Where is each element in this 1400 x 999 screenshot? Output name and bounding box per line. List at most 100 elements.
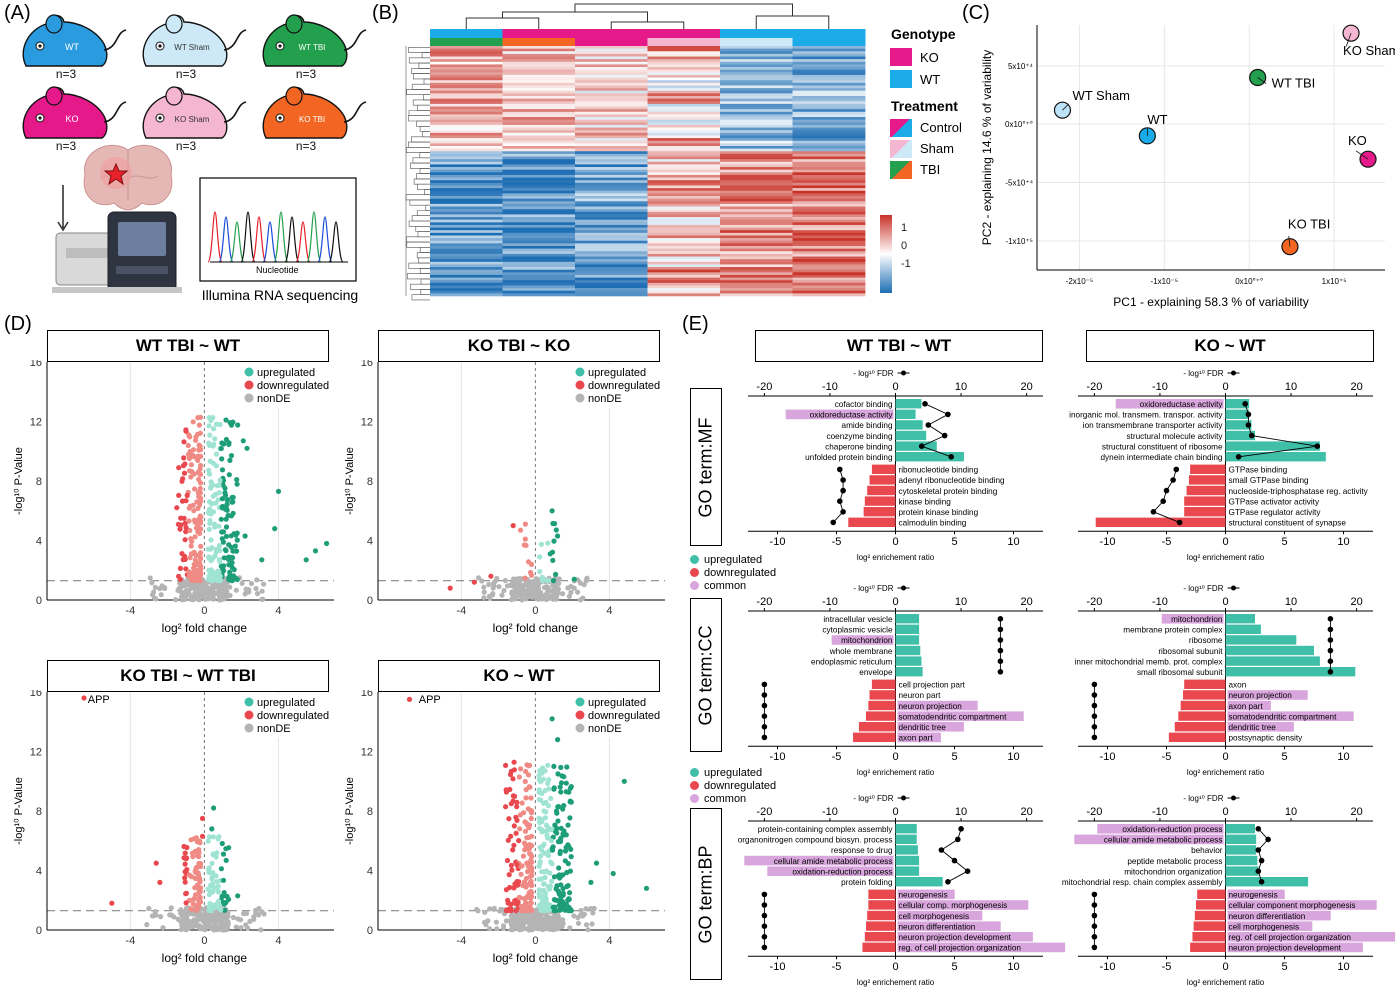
heatmap-cell [647, 90, 721, 94]
heatmap-cell [575, 188, 648, 192]
go-term-label: inorganic mol. transmem. transpor. activ… [1069, 411, 1223, 420]
upregulated-point [219, 504, 225, 510]
fdr-point [951, 857, 958, 864]
upregulated-point [206, 866, 212, 872]
legend-swatch [890, 70, 912, 88]
genotype-annotation-cell [792, 29, 866, 38]
downregulated-point [182, 850, 188, 856]
treatment-annotation-cell [430, 38, 503, 46]
heatmap-cell [430, 140, 503, 144]
heatmap-cell [430, 285, 503, 289]
fdr-legend-marker [901, 370, 906, 376]
upregulated-point [547, 883, 553, 889]
fdr-point [997, 626, 1004, 633]
heatmap-cell [575, 153, 648, 157]
upregulated-point [234, 481, 240, 487]
upregulated-point [552, 521, 558, 527]
downregulated-point [510, 523, 516, 529]
upregulated-point [621, 778, 627, 784]
treatment-annotation-cell [792, 38, 866, 46]
heatmap-cell [430, 193, 503, 197]
legend-label: upregulated [588, 367, 646, 379]
pca-plot: -2x10⁻⁵ -1x10⁻⁵ 0x10°⁺° 1x10⁺⁵5x10⁺⁴0x10°⁺°… [980, 24, 1395, 309]
heatmap-cell [575, 74, 648, 78]
nonde-point [515, 925, 521, 931]
mouse-label: KO TBI [299, 115, 325, 124]
heatmap-cell [647, 193, 721, 197]
heatmap-cell [575, 82, 648, 86]
heatmap-cell [720, 74, 793, 78]
legend-label: nonDE [257, 393, 291, 405]
downregulated-bar [1193, 921, 1226, 931]
heatmap-cell [575, 288, 648, 292]
upregulated-point [240, 438, 246, 444]
heatmap-cell [430, 124, 503, 128]
go-term-label: whole membrane [829, 647, 893, 656]
heatmap-cell [647, 264, 721, 268]
dendrogram-branch [465, 17, 540, 30]
go-term-label: endoplasmic reticulum [811, 657, 893, 666]
heatmap-cell [575, 259, 648, 263]
go-term-label: peptide metabolic process [1127, 857, 1222, 866]
ratio-tick-label: -5 [1162, 536, 1172, 548]
heatmap-cell [575, 64, 648, 68]
downregulated-point [188, 536, 194, 542]
downregulated-point [191, 551, 197, 557]
heatmap-cell [647, 153, 721, 157]
heatmap-cell [647, 151, 721, 155]
nonde-point [577, 580, 583, 586]
row-dendrogram-branch [415, 226, 430, 232]
nonde-point [225, 593, 231, 599]
downregulated-bar [868, 900, 896, 910]
heatmap-cell [430, 238, 503, 242]
row-dendrogram-branch [416, 210, 430, 216]
fdr-point [1160, 498, 1166, 504]
go-term-label: inner mitochondrial memb. prot. complex [1075, 657, 1223, 666]
mouse-count: n=3 [296, 67, 317, 81]
go-term-label: mitochondrion [841, 636, 893, 645]
upregulated-point [206, 415, 212, 421]
panel-label-b: (B) [372, 2, 399, 24]
upregulated-bar [895, 624, 920, 634]
heatmap-cell [575, 132, 648, 136]
row-dendrogram-branch [411, 294, 430, 301]
legend-marker [690, 768, 699, 777]
heatmap-cell [575, 53, 648, 57]
heatmap-cell [575, 282, 648, 286]
fdr-line [940, 828, 969, 883]
heatmap-cell [430, 251, 503, 255]
heatmap-cell [430, 172, 503, 176]
upregulated-bar [1225, 441, 1320, 451]
legend-marker [690, 794, 699, 803]
heatmap-cell [430, 227, 503, 231]
heatmap-cell [720, 93, 793, 97]
downregulated-point [528, 843, 534, 849]
upregulated-point [537, 554, 543, 560]
upregulated-point [219, 496, 225, 502]
row-dendrogram-branch [420, 278, 430, 285]
heatmap-cell [502, 96, 576, 99]
heatmap-cell [502, 161, 576, 165]
upregulated-point [275, 488, 282, 494]
nonde-point [490, 591, 496, 597]
go-term-label: small GTPase binding [1229, 476, 1310, 485]
downregulated-point [524, 822, 531, 828]
upregulated-point [553, 527, 559, 533]
downregulated-point [526, 784, 532, 790]
nonde-point [575, 920, 582, 926]
heatmap-cell [647, 222, 721, 226]
nonde-point [523, 917, 529, 923]
heatmap-cell [502, 132, 576, 136]
heatmap-cell [647, 177, 721, 181]
heatmap-cell [792, 256, 866, 260]
heatmap-cell [720, 267, 793, 270]
downregulated-point [182, 461, 188, 467]
downregulated-point [198, 861, 204, 867]
heatmap-cell [720, 140, 793, 144]
heatmap-cell [575, 232, 648, 236]
brain-section-icon [83, 144, 173, 211]
upregulated-point [562, 858, 568, 864]
heatmap-cell [792, 185, 866, 189]
fdr-point [938, 847, 945, 853]
downregulated-point [189, 874, 195, 880]
